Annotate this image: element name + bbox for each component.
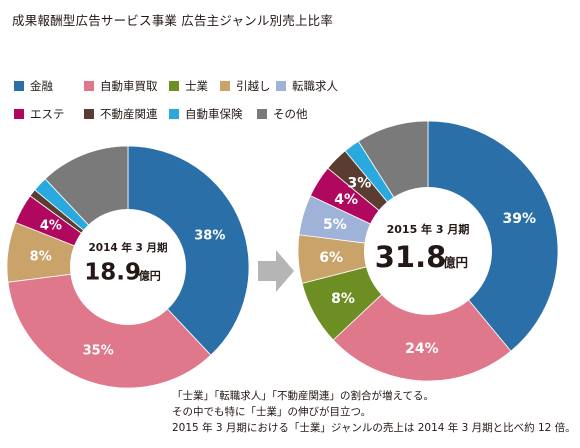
center-unit: 億円 [139,269,161,283]
pie-slice [127,145,250,356]
slice-label: 6% [319,250,343,266]
chart-title: 成果報酬型広告サービス事業 広告主ジャンル別売上比率 [12,13,334,28]
caption-line: 2015 年 3 月期における「士業」ジャンルの売上は 2014 年 3 月期と… [172,422,576,434]
slice-label: 5% [323,217,347,233]
legend-swatch [169,81,179,91]
legend-label: 金融 [30,79,53,93]
legend-label: その他 [273,107,308,121]
legend-label: エステ [30,107,65,121]
legend-label: 自動車買取 [100,79,158,93]
center-period: 2015 年 3 月期 [387,222,470,236]
pie-slice [332,250,512,382]
legend-swatch [84,81,94,91]
donut-center [70,209,186,325]
slice-label: 4% [40,218,62,233]
legend-swatch [220,81,230,91]
donut-center [364,187,492,315]
legend-swatch [84,109,94,119]
pie-slice [7,266,212,389]
slice-label: 3% [348,176,372,192]
center-amount: 31.8 [375,240,447,274]
caption-line: 「士業」「転職求人」「不動産関連」の割合が増えてる。 [172,390,434,402]
center-amount: 18.9 [84,260,141,286]
center-unit: 億円 [443,255,468,270]
legend-item: その他 [257,106,308,122]
legend-item: 引越し [220,78,271,94]
legend-label: 不動産関連 [100,107,158,121]
legend-item: 金融 [14,78,53,94]
legend-item: 転職求人 [276,78,338,94]
caption-line: その中でも特に「士業」の伸びが目立つ。 [172,406,372,418]
legend-item: エステ [14,106,65,122]
legend-item: 不動産関連 [84,106,158,122]
legend-swatch [14,81,24,91]
slice-label: 39% [503,211,537,227]
slice-label: 35% [83,344,114,359]
slice-label: 8% [331,291,355,307]
center-period: 2014 年 3 月期 [89,241,168,254]
caption: 「士業」「転職求人」「不動産関連」の割合が増えてる。 その中でも特に「士業」の伸… [172,388,576,436]
legend-item: 自動車保険 [169,106,243,122]
legend-label: 転職求人 [292,79,338,93]
slice-label: 24% [405,341,439,357]
arrow-right-icon [258,250,294,292]
legend-swatch [257,109,267,119]
legend-label: 自動車保険 [185,107,243,121]
legend-swatch [276,81,286,91]
legend-swatch [169,109,179,119]
pie-slice [427,120,559,352]
legend-item: 士業 [169,78,208,94]
legend-label: 引越し [236,79,271,93]
legend-item: 自動車買取 [84,78,158,94]
legend-label: 士業 [185,79,208,93]
legend-swatch [14,109,24,119]
slice-label: 38% [194,228,225,243]
slice-label: 4% [334,192,358,208]
slice-label: 8% [30,250,52,265]
